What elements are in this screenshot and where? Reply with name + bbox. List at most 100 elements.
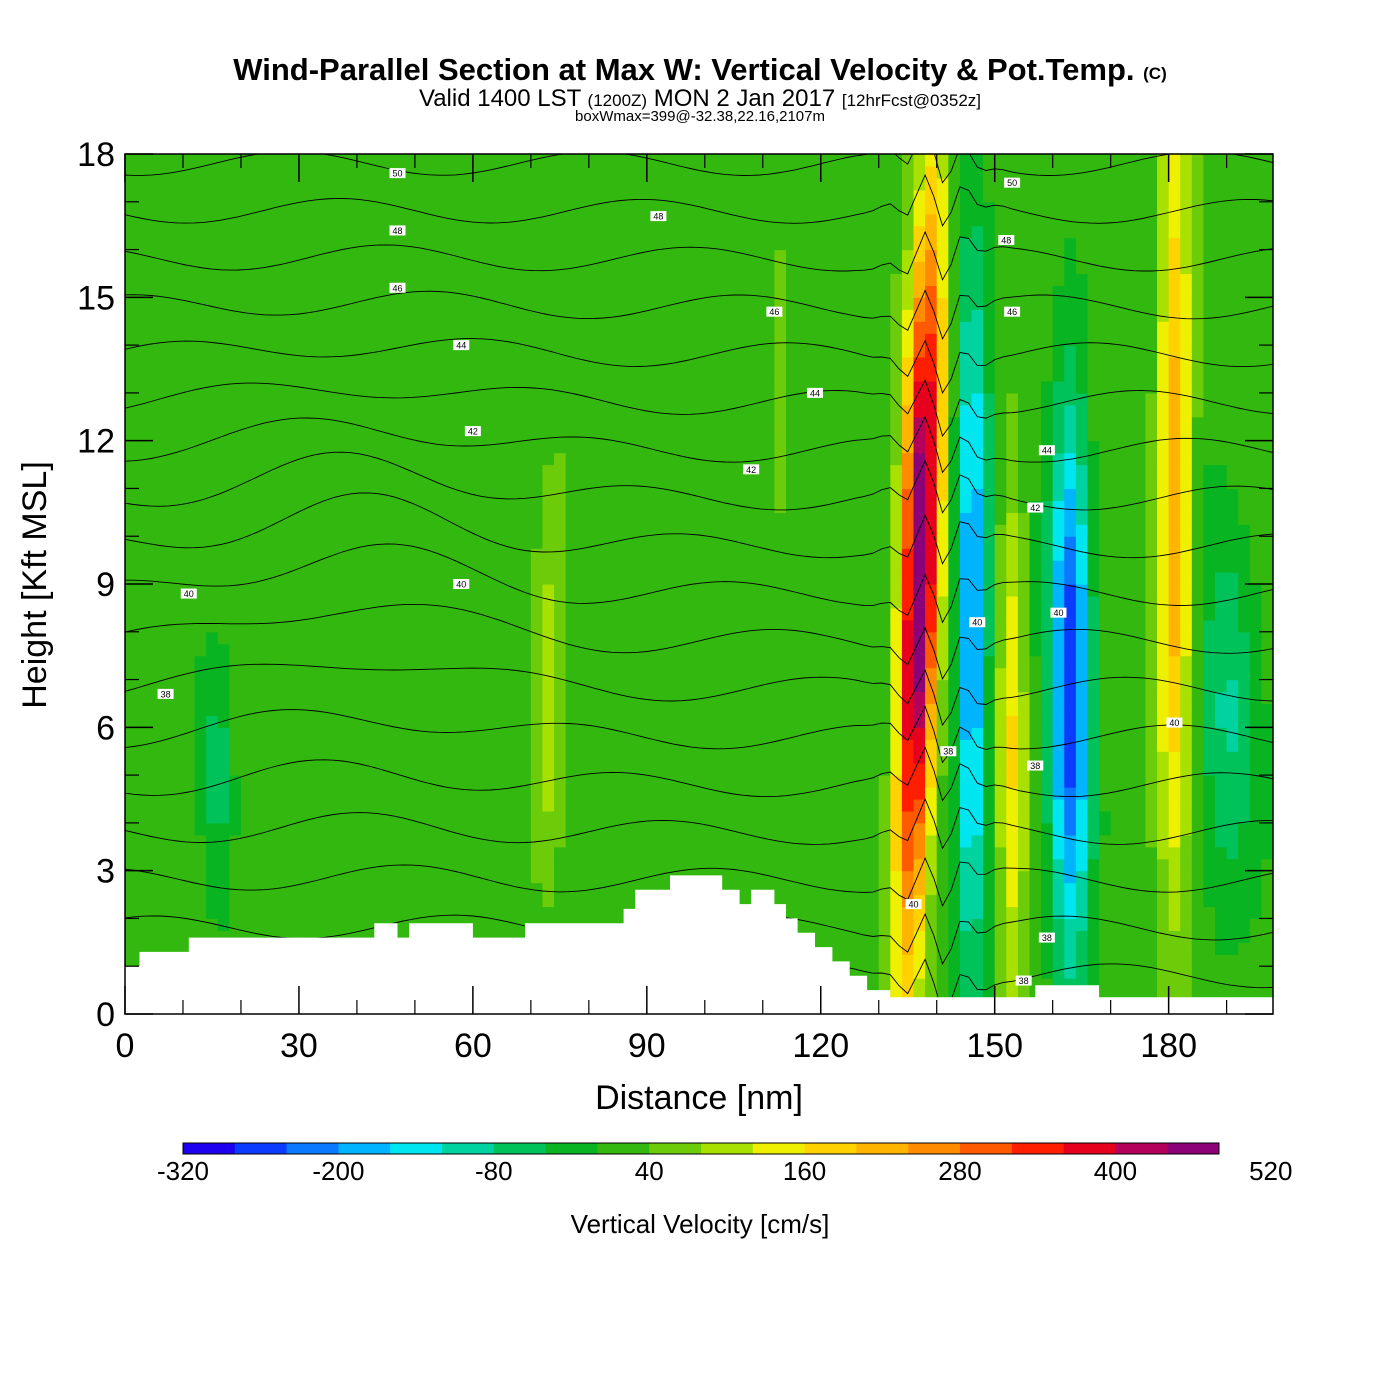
velocity-cell xyxy=(449,763,462,776)
velocity-cell xyxy=(530,297,544,310)
velocity-cell xyxy=(612,870,625,884)
velocity-cell xyxy=(901,691,915,705)
velocity-cell xyxy=(496,404,509,418)
velocity-cell xyxy=(356,512,370,525)
velocity-cell xyxy=(125,476,138,490)
velocity-cell xyxy=(426,822,439,836)
velocity-cell xyxy=(380,799,393,812)
velocity-cell xyxy=(530,380,544,394)
velocity-cell xyxy=(136,834,149,848)
velocity-cell xyxy=(820,237,833,251)
velocity-cell xyxy=(716,237,729,251)
velocity-cell xyxy=(240,751,254,764)
velocity-cell xyxy=(229,428,242,442)
velocity-cell xyxy=(843,285,857,298)
velocity-cell xyxy=(461,249,474,263)
velocity-cell xyxy=(739,369,752,382)
velocity-cell xyxy=(577,488,590,501)
velocity-cell xyxy=(762,834,775,848)
velocity-cell xyxy=(774,273,787,286)
velocity-cell xyxy=(403,345,416,358)
velocity-cell xyxy=(461,500,474,513)
velocity-cell xyxy=(345,584,358,597)
velocity-cell xyxy=(867,966,880,979)
velocity-cell xyxy=(739,894,752,908)
velocity-cell xyxy=(751,655,764,669)
velocity-cell xyxy=(600,512,613,525)
velocity-cell xyxy=(681,822,694,836)
velocity-cell xyxy=(704,213,717,227)
velocity-cell xyxy=(264,584,277,597)
velocity-cell xyxy=(878,154,891,167)
velocity-cell xyxy=(496,584,509,597)
velocity-cell xyxy=(600,285,613,298)
velocity-cell xyxy=(577,631,590,645)
velocity-cell xyxy=(658,177,671,191)
velocity-cell xyxy=(716,619,729,633)
velocity-cell xyxy=(670,822,683,836)
velocity-cell xyxy=(252,548,265,561)
velocity-cell xyxy=(832,476,845,490)
velocity-cell xyxy=(171,380,184,394)
velocity-cell xyxy=(716,249,729,263)
velocity-cell xyxy=(855,380,868,394)
velocity-cell xyxy=(774,369,787,382)
velocity-cell xyxy=(391,560,404,573)
velocity-cell xyxy=(588,452,602,466)
velocity-cell xyxy=(380,763,393,776)
velocity-cell xyxy=(843,321,857,334)
velocity-cell xyxy=(148,930,161,943)
velocity-cell xyxy=(136,918,149,931)
velocity-cell xyxy=(855,691,868,705)
velocity-cell xyxy=(774,882,787,896)
velocity-cell xyxy=(182,787,196,800)
velocity-cell xyxy=(310,846,323,860)
velocity-cell xyxy=(635,321,648,334)
velocity-cell xyxy=(414,309,428,322)
velocity-cell xyxy=(275,273,288,286)
velocity-cell xyxy=(252,213,265,227)
velocity-cell xyxy=(751,667,764,681)
velocity-cell xyxy=(345,345,358,358)
velocity-cell xyxy=(438,357,451,370)
velocity-cell xyxy=(612,703,625,716)
velocity-cell xyxy=(890,978,903,991)
velocity-cell xyxy=(739,440,752,454)
velocity-cell xyxy=(148,428,161,442)
velocity-cell xyxy=(809,715,822,728)
velocity-cell xyxy=(878,822,891,836)
velocity-cell xyxy=(159,846,172,860)
velocity-cell xyxy=(403,607,416,621)
velocity-cell xyxy=(554,739,567,752)
velocity-cell xyxy=(542,273,555,286)
velocity-cell xyxy=(855,572,868,585)
velocity-cell xyxy=(693,273,706,286)
velocity-cell xyxy=(368,846,381,860)
velocity-cell xyxy=(136,165,149,179)
velocity-cell xyxy=(809,369,822,382)
velocity-cell xyxy=(136,631,149,645)
velocity-cell xyxy=(867,321,880,334)
velocity-cell xyxy=(380,524,393,537)
velocity-cell xyxy=(774,201,787,215)
velocity-cell xyxy=(751,345,764,358)
velocity-cell xyxy=(623,177,636,191)
velocity-cell xyxy=(217,882,230,896)
chart-title-main: Wind-Parallel Section at Max W: Vertical… xyxy=(233,52,1135,87)
velocity-cell xyxy=(530,607,544,621)
velocity-cell xyxy=(368,739,381,752)
velocity-cell xyxy=(855,607,868,621)
velocity-cell xyxy=(623,703,636,716)
velocity-cell xyxy=(252,607,265,621)
velocity-cell xyxy=(275,715,288,728)
velocity-cell xyxy=(229,237,242,251)
velocity-cell xyxy=(333,607,346,621)
velocity-cell xyxy=(530,560,544,573)
velocity-cell xyxy=(646,548,660,561)
velocity-cell xyxy=(159,906,172,920)
velocity-cell xyxy=(484,882,497,896)
velocity-cell xyxy=(240,822,254,836)
velocity-cell xyxy=(403,201,416,215)
velocity-cell xyxy=(275,225,288,239)
velocity-cell xyxy=(530,584,544,597)
